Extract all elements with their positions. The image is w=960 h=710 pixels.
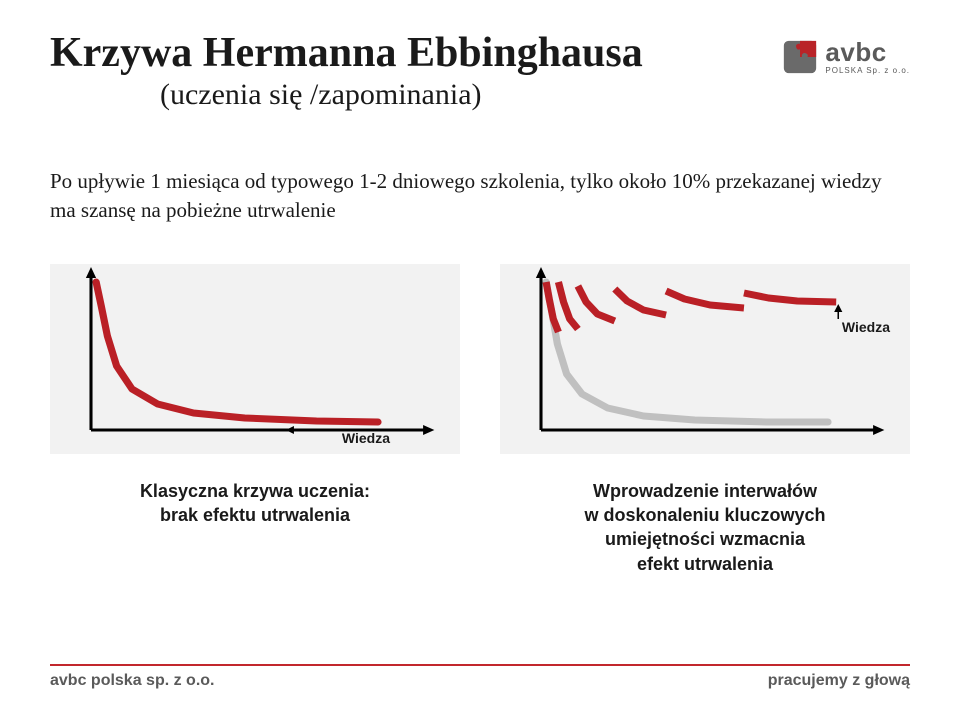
- caption-right-line3: umiejętności wzmacnia: [605, 529, 805, 549]
- charts-row: Wiedza Klasyczna krzywa uczenia: brak ef…: [50, 264, 910, 576]
- caption-right-line4: efekt utrwalenia: [637, 554, 773, 574]
- footer-row: avbc polska sp. z o.o. pracujemy z głową: [50, 672, 910, 690]
- caption-left-line2: brak efektu utrwalenia: [160, 505, 350, 525]
- caption-right-line1: Wprowadzenie interwałów: [593, 481, 817, 501]
- wiedza-label-left: Wiedza: [342, 430, 390, 446]
- chart-right: Wiedza: [500, 264, 910, 454]
- puzzle-icon: [781, 38, 819, 76]
- logo-text: avbc POLSKA Sp. z o.o.: [825, 39, 910, 75]
- caption-left-line1: Klasyczna krzywa uczenia:: [140, 481, 370, 501]
- footer-left: avbc polska sp. z o.o.: [50, 672, 215, 690]
- caption-right-line2: w doskonaleniu kluczowych: [584, 505, 825, 525]
- logo-main: avbc: [825, 39, 910, 65]
- caption-right: Wprowadzenie interwałów w doskonaleniu k…: [500, 479, 910, 576]
- footer-right: pracujemy z głową: [768, 672, 910, 690]
- page-subtitle: (uczenia się /zapominania): [160, 78, 781, 112]
- title-block: Krzywa Hermanna Ebbinghausa (uczenia się…: [50, 30, 781, 112]
- footer-divider: [50, 664, 910, 666]
- header: Krzywa Hermanna Ebbinghausa (uczenia się…: [50, 30, 910, 112]
- wiedza-label-right: Wiedza: [842, 319, 890, 335]
- footer: avbc polska sp. z o.o. pracujemy z głową: [50, 664, 910, 690]
- page-title: Krzywa Hermanna Ebbinghausa: [50, 30, 781, 76]
- intro-text: Po upływie 1 miesiąca od typowego 1-2 dn…: [50, 167, 910, 224]
- logo: avbc POLSKA Sp. z o.o.: [781, 38, 910, 76]
- caption-left: Klasyczna krzywa uczenia: brak efektu ut…: [50, 479, 460, 528]
- logo-sub: POLSKA Sp. z o.o.: [825, 67, 910, 75]
- chart-right-col: Wiedza Wprowadzenie interwałów w doskona…: [500, 264, 910, 576]
- chart-left: Wiedza: [50, 264, 460, 454]
- chart-left-col: Wiedza Klasyczna krzywa uczenia: brak ef…: [50, 264, 460, 576]
